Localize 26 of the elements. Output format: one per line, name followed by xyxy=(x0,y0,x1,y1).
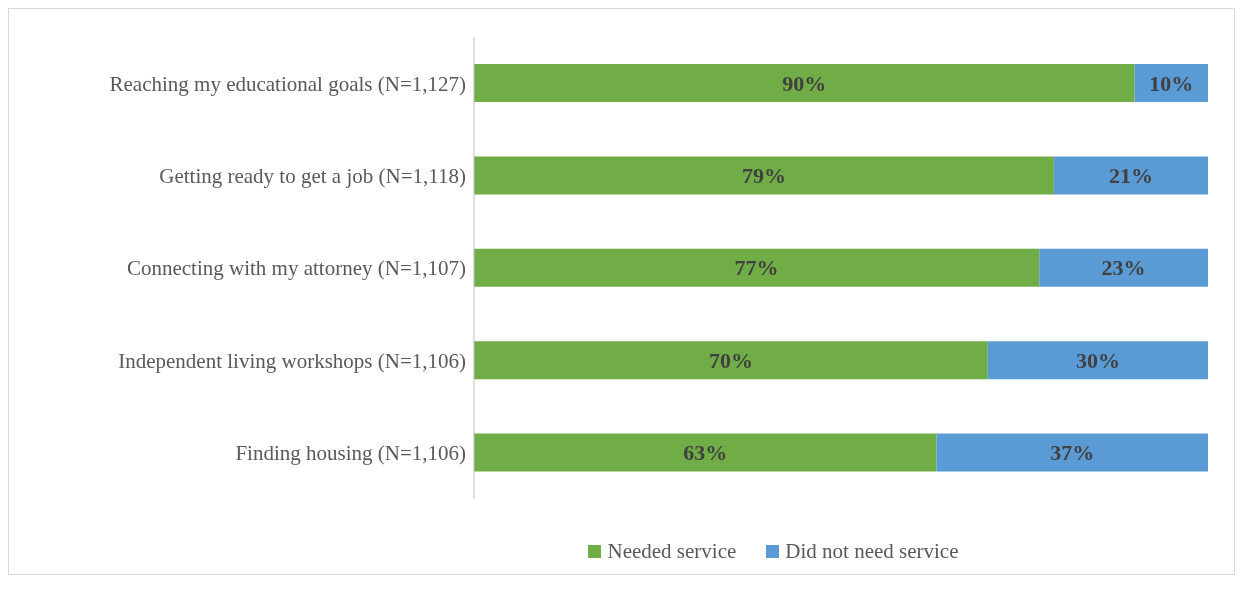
data-label: 30% xyxy=(1075,347,1120,373)
data-label: 70% xyxy=(708,347,753,373)
y-tick-label: Getting ready to get a job (N=1,118) xyxy=(159,164,466,189)
bar xyxy=(474,248,1040,287)
legend-label: Needed service xyxy=(606,539,737,564)
bar xyxy=(474,64,1135,102)
bar xyxy=(474,156,1054,195)
bar xyxy=(1053,156,1208,195)
y-tick-label: Finding housing (N=1,106) xyxy=(235,441,466,466)
data-label: 63% xyxy=(683,440,728,466)
data-label: 23% xyxy=(1101,255,1146,281)
y-tick-label: Independent living workshops (N=1,106) xyxy=(118,348,466,373)
bar xyxy=(936,433,1208,472)
bar xyxy=(474,433,937,472)
bar xyxy=(987,341,1208,380)
data-label: 21% xyxy=(1108,162,1153,188)
data-label: 77% xyxy=(734,255,779,281)
legend-label: Did not need service xyxy=(784,539,959,564)
bar xyxy=(1039,248,1208,287)
data-label: 10% xyxy=(1149,70,1194,96)
y-tick-label: Connecting with my attorney (N=1,107) xyxy=(126,256,466,281)
bar xyxy=(474,341,988,380)
y-tick-label: Reaching my educational goals (N=1,127) xyxy=(109,71,466,96)
data-label: 90% xyxy=(782,70,827,96)
data-label: 79% xyxy=(741,162,786,188)
data-label: 37% xyxy=(1050,440,1095,466)
